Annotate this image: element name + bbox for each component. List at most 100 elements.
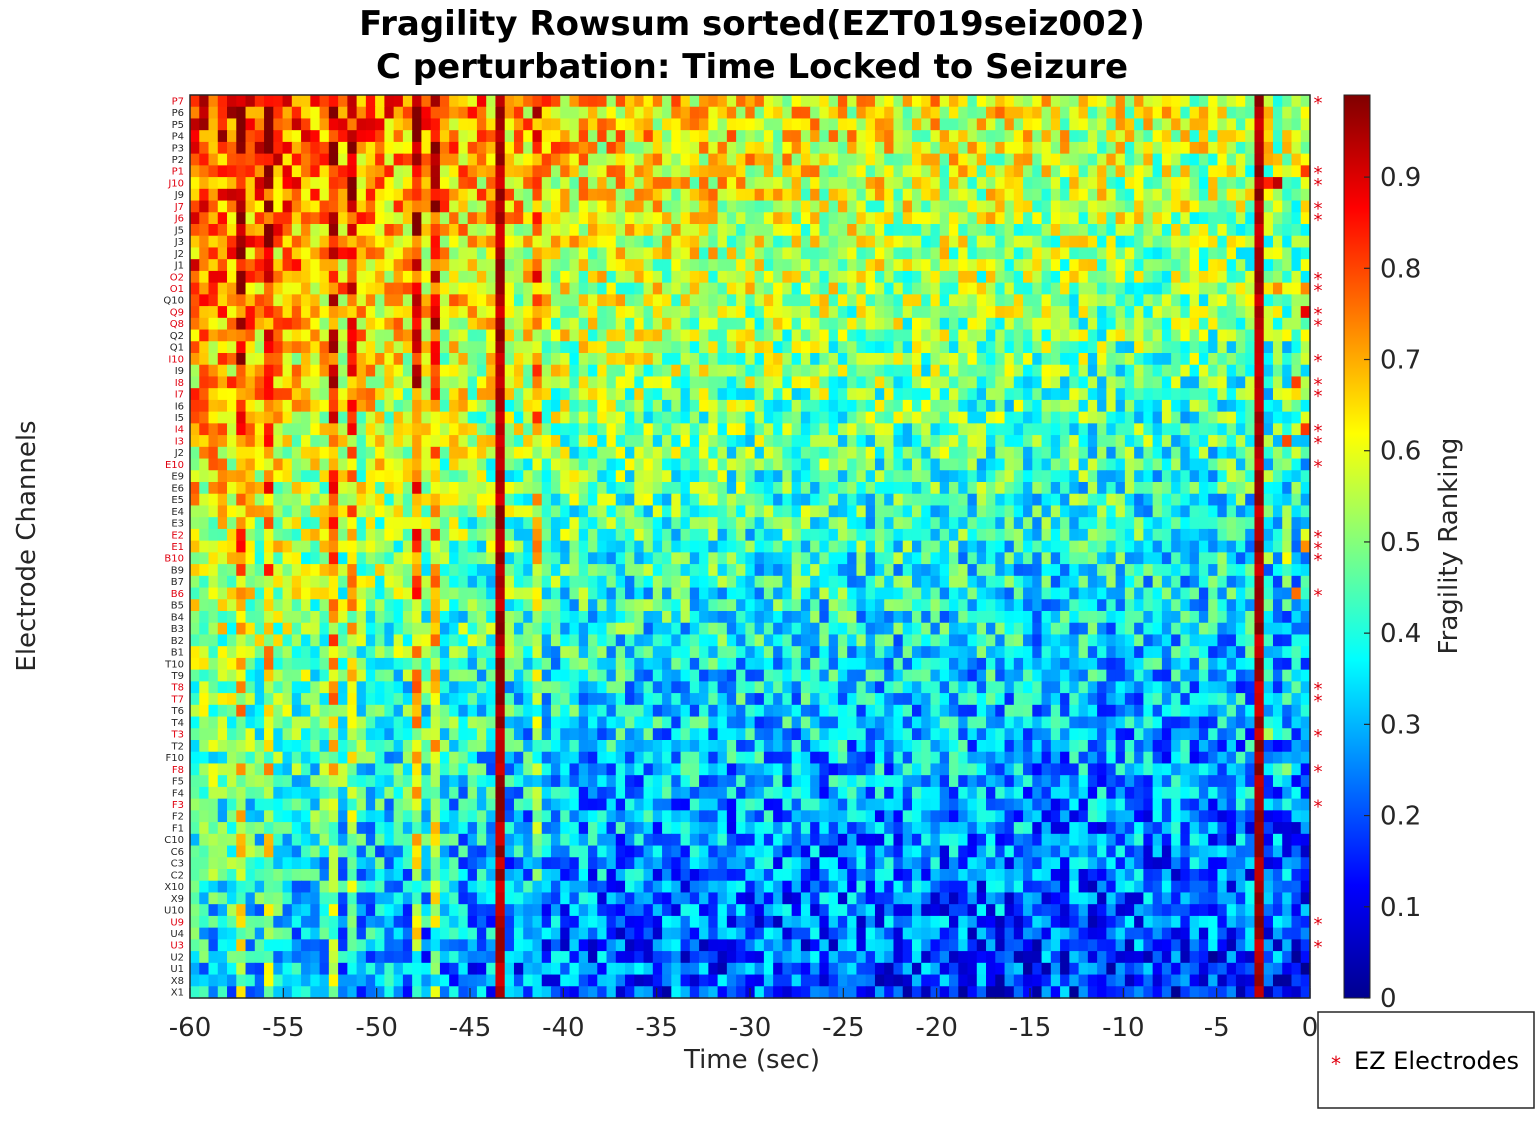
heatmap-cell [625,517,635,530]
heatmap-cell [893,106,904,120]
heatmap-cell [1272,165,1283,178]
heatmap-cell [439,306,450,319]
heatmap-cell [495,294,506,307]
heatmap-cell [680,212,691,225]
heatmap-cell [532,341,543,354]
heatmap-cell [328,341,339,354]
heatmap-cell [328,306,339,319]
heatmap-cell [819,177,830,190]
heatmap-cell [1023,118,1033,131]
heatmap-cell [467,458,478,471]
heatmap-cell [782,458,793,471]
heatmap-cell [726,399,737,413]
heatmap-cell [1050,153,1061,166]
heatmap-cell [652,294,663,307]
heatmap-cell [782,106,793,120]
heatmap-cell [671,364,682,378]
heatmap-cell [1069,200,1080,213]
heatmap-cell [773,106,783,120]
heatmap-cell [541,388,552,401]
heatmap-cell [338,435,348,448]
heatmap-cell [291,329,302,342]
heatmap-cell [254,435,265,448]
heatmap-cell [504,282,515,295]
heatmap-cell [375,458,385,471]
heatmap-cell [1106,446,1117,460]
heatmap-cell [689,517,700,530]
heatmap-cell [1124,528,1135,542]
heatmap-cell [1291,188,1302,202]
heatmap-cell [282,517,293,530]
heatmap-cell [1245,235,1256,249]
heatmap-cell [708,212,719,225]
heatmap-cell [217,575,228,589]
heatmap-cell [291,353,302,366]
heatmap-cell [884,247,895,260]
heatmap-cell [1226,528,1237,542]
heatmap-cell [597,376,608,389]
heatmap-cell [1189,106,1200,120]
heatmap-cell [884,270,895,284]
heatmap-cell [291,575,302,589]
heatmap-cell [402,552,413,565]
heatmap-cell [1060,177,1070,190]
heatmap-cell [1060,446,1070,460]
heatmap-cell [430,282,441,295]
heatmap-cell [1217,306,1228,319]
heatmap-cell [1060,435,1070,448]
heatmap-cell [449,130,460,143]
heatmap-cell [569,470,580,483]
heatmap-cell [199,212,210,225]
heatmap-cell [412,200,423,213]
heatmap-cell [1060,528,1070,542]
heatmap-cell [402,235,413,249]
heatmap-cell [282,177,293,190]
heatmap-cell [1235,317,1246,331]
heatmap-cell [541,399,552,413]
heatmap-cell [893,188,904,202]
heatmap-cell [550,505,561,518]
heatmap-cell [1217,294,1228,307]
heatmap-cell [347,294,358,307]
heatmap-cell [476,141,487,155]
heatmap-cell [227,188,237,202]
heatmap-cell [301,388,311,401]
heatmap-cell [597,153,608,166]
heatmap-cell [291,270,302,284]
heatmap-cell [671,493,682,507]
heatmap-cell [282,247,293,260]
heatmap-cell [523,247,534,260]
heatmap-cell [532,470,543,483]
heatmap-cell [430,458,441,471]
heatmap-cell [365,118,376,131]
heatmap-cell [763,364,774,378]
heatmap-cell [865,470,876,483]
heatmap-cell [911,399,922,413]
heatmap-cell [986,435,996,448]
heatmap-cell [1189,177,1200,190]
heatmap-cell [1189,165,1200,178]
heatmap-cell [328,212,339,225]
heatmap-cell [865,270,876,284]
heatmap-cell [569,270,580,284]
heatmap-cell [384,153,395,166]
heatmap-cell [1087,505,1098,518]
heatmap-cell [662,212,672,225]
heatmap-cell [810,270,821,284]
heatmap-cell [1050,130,1061,143]
heatmap-cell [930,341,941,354]
heatmap-cell [208,177,219,190]
heatmap-cell [1291,528,1302,542]
heatmap-cell [458,95,469,108]
heatmap-cell [976,329,987,342]
heatmap-cell [236,294,247,307]
heatmap-cell [819,235,830,249]
heatmap-cell [773,224,783,237]
heatmap-cell [1171,435,1182,448]
heatmap-cell [402,564,413,577]
heatmap-cell [967,329,978,342]
heatmap-cell [634,517,645,530]
heatmap-cell [541,341,552,354]
heatmap-cell [930,329,941,342]
heatmap-cell [273,306,284,319]
